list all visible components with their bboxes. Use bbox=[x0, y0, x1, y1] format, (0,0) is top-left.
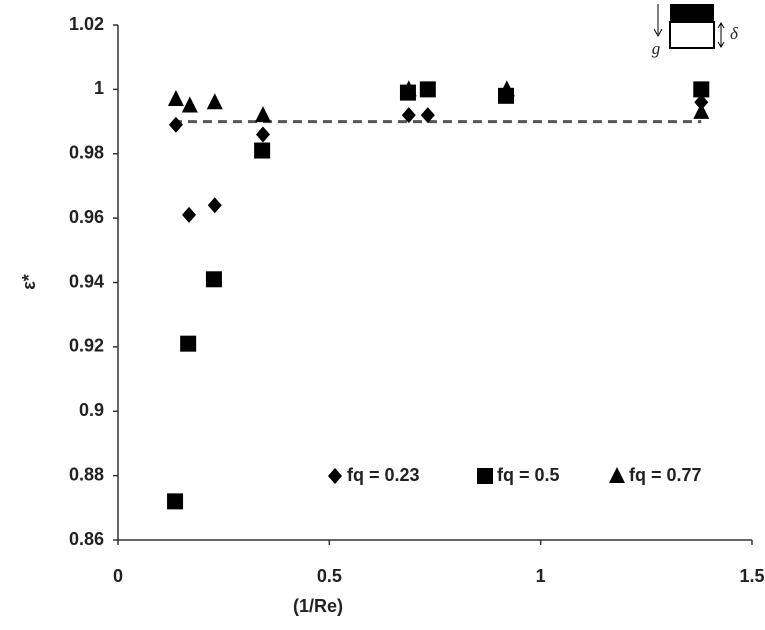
point bbox=[180, 335, 197, 352]
y-tick-label: 0.88 bbox=[69, 464, 104, 484]
x-axis-label: (1/Re) bbox=[293, 596, 343, 616]
legend-marker bbox=[477, 468, 493, 484]
point bbox=[206, 93, 223, 110]
inset-diagram: g δ bbox=[652, 4, 739, 58]
legend-label: fq = 0.77 bbox=[629, 465, 702, 485]
y-tick-label: 1.02 bbox=[69, 14, 104, 34]
point bbox=[693, 81, 710, 98]
y-tick-label: 0.96 bbox=[69, 207, 104, 227]
gravity-label: g bbox=[652, 39, 661, 58]
x-tick-label: 1 bbox=[536, 566, 546, 586]
x-tick-label: 0 bbox=[113, 566, 123, 586]
y-tick-label: 0.9 bbox=[79, 400, 104, 420]
y-tick-label: 0.92 bbox=[69, 336, 104, 356]
inset-light-block bbox=[669, 21, 715, 49]
legend-label: fq = 0.5 bbox=[497, 465, 560, 485]
inset-dark-block bbox=[670, 4, 714, 22]
point bbox=[168, 116, 183, 133]
point bbox=[255, 126, 270, 143]
point bbox=[167, 90, 184, 107]
point bbox=[182, 206, 197, 223]
y-tick-label: 0.94 bbox=[69, 271, 104, 291]
point bbox=[254, 106, 271, 123]
delta-label: δ bbox=[730, 24, 739, 43]
point bbox=[400, 80, 417, 97]
point bbox=[420, 107, 435, 124]
y-axis-label: ε* bbox=[19, 274, 39, 290]
legend-marker bbox=[328, 468, 342, 484]
point bbox=[254, 142, 271, 159]
x-tick-label: 1.5 bbox=[739, 566, 764, 586]
point bbox=[694, 94, 709, 111]
legend-label: fq = 0.23 bbox=[347, 465, 420, 485]
point bbox=[207, 197, 222, 214]
point bbox=[419, 81, 436, 98]
point bbox=[693, 102, 710, 119]
point bbox=[181, 96, 198, 113]
x-tick-label: 0.5 bbox=[317, 566, 342, 586]
y-tick-label: 1 bbox=[94, 78, 104, 98]
legend-marker bbox=[609, 467, 625, 483]
gravity-arrow-head bbox=[653, 28, 663, 38]
point bbox=[205, 271, 222, 288]
y-tick-label: 0.86 bbox=[69, 529, 104, 549]
point bbox=[498, 80, 515, 97]
y-tick-label: 0.98 bbox=[69, 143, 104, 163]
point bbox=[401, 107, 416, 124]
point bbox=[167, 493, 184, 510]
delta-arrow-heads bbox=[717, 22, 725, 48]
